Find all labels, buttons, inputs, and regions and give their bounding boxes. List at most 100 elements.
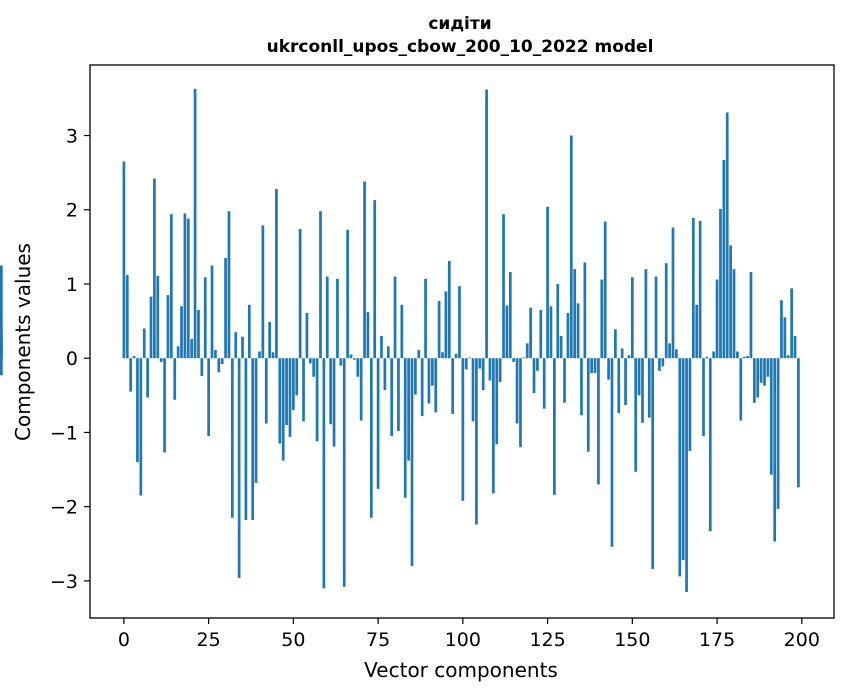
bar bbox=[708, 358, 712, 532]
bar bbox=[671, 227, 675, 359]
bar bbox=[786, 355, 790, 359]
bar bbox=[315, 358, 319, 442]
bar bbox=[373, 200, 377, 359]
bar bbox=[573, 269, 577, 359]
chart-title: сидіти bbox=[428, 14, 491, 34]
bar bbox=[651, 358, 655, 570]
bar bbox=[193, 88, 197, 359]
bar bbox=[390, 358, 394, 437]
bar bbox=[353, 358, 356, 360]
bar bbox=[434, 358, 438, 413]
bar bbox=[247, 304, 251, 359]
bar bbox=[305, 312, 309, 359]
bar bbox=[437, 301, 441, 359]
bar bbox=[488, 358, 492, 381]
bar bbox=[630, 277, 634, 359]
bar bbox=[251, 358, 255, 521]
bar bbox=[627, 355, 631, 359]
x-tick-label: 200 bbox=[784, 629, 820, 651]
bar bbox=[400, 304, 404, 359]
bar bbox=[610, 358, 614, 547]
bar bbox=[603, 221, 607, 359]
bar bbox=[553, 358, 556, 495]
bar bbox=[122, 161, 126, 359]
bar bbox=[539, 309, 543, 359]
bar bbox=[691, 217, 695, 359]
bar bbox=[559, 335, 563, 359]
bar bbox=[454, 353, 458, 359]
bar bbox=[468, 357, 471, 359]
bar bbox=[739, 358, 743, 421]
bar bbox=[614, 329, 617, 359]
bar bbox=[776, 358, 780, 509]
bar bbox=[505, 305, 509, 359]
chart-subtitle: ukrconll_upos_cbow_200_10_2022 model bbox=[267, 37, 654, 57]
bar bbox=[207, 358, 210, 437]
bar bbox=[576, 303, 580, 359]
bar bbox=[712, 351, 716, 359]
bar bbox=[139, 358, 143, 496]
bar bbox=[634, 358, 638, 472]
x-axis: 0 25 50 75 100 125 150 175 200 bbox=[118, 618, 820, 651]
bar bbox=[268, 321, 271, 359]
bar bbox=[285, 358, 288, 426]
bar bbox=[376, 358, 380, 489]
bar bbox=[217, 358, 221, 373]
bar bbox=[244, 358, 248, 521]
bar bbox=[641, 358, 644, 423]
bar bbox=[136, 358, 139, 463]
bar bbox=[536, 358, 539, 371]
bar bbox=[237, 358, 241, 578]
bar bbox=[512, 358, 516, 362]
bar bbox=[264, 358, 268, 424]
bar bbox=[529, 307, 532, 359]
bar bbox=[224, 257, 227, 359]
bar bbox=[773, 358, 777, 542]
bar bbox=[519, 358, 522, 448]
bar bbox=[658, 358, 661, 371]
bar bbox=[654, 276, 658, 359]
bar bbox=[292, 358, 295, 411]
bar bbox=[620, 348, 624, 359]
bar bbox=[485, 89, 488, 359]
bar bbox=[725, 112, 729, 359]
x-tick-label: 100 bbox=[445, 629, 481, 651]
bar bbox=[200, 358, 204, 377]
bar bbox=[346, 229, 349, 359]
bar bbox=[569, 135, 573, 359]
bar bbox=[647, 358, 651, 418]
bar bbox=[607, 358, 610, 380]
bar bbox=[508, 272, 512, 359]
bars-group bbox=[0, 88, 800, 593]
bar bbox=[597, 358, 600, 485]
bar bbox=[668, 343, 671, 359]
bar bbox=[342, 358, 346, 587]
bar bbox=[681, 358, 685, 561]
bar bbox=[736, 351, 739, 359]
bar bbox=[664, 263, 668, 359]
bar bbox=[298, 229, 302, 359]
bar bbox=[769, 358, 773, 475]
bar bbox=[444, 291, 448, 359]
bar bbox=[383, 358, 387, 391]
bar bbox=[525, 343, 529, 359]
bar bbox=[386, 346, 390, 359]
bar bbox=[678, 358, 682, 577]
bar bbox=[566, 312, 570, 359]
bar bbox=[556, 283, 560, 359]
bar bbox=[312, 358, 316, 377]
y-tick-label: 2 bbox=[66, 200, 78, 222]
bar bbox=[471, 358, 475, 422]
bar bbox=[220, 358, 224, 365]
bar bbox=[661, 358, 665, 367]
bar bbox=[495, 358, 499, 445]
y-tick-label: −3 bbox=[50, 571, 78, 593]
bar bbox=[729, 245, 732, 359]
bar bbox=[363, 181, 366, 359]
bar bbox=[756, 358, 760, 398]
bar bbox=[234, 332, 238, 359]
bar bbox=[502, 214, 505, 359]
bar bbox=[190, 338, 194, 359]
bar bbox=[397, 358, 400, 431]
